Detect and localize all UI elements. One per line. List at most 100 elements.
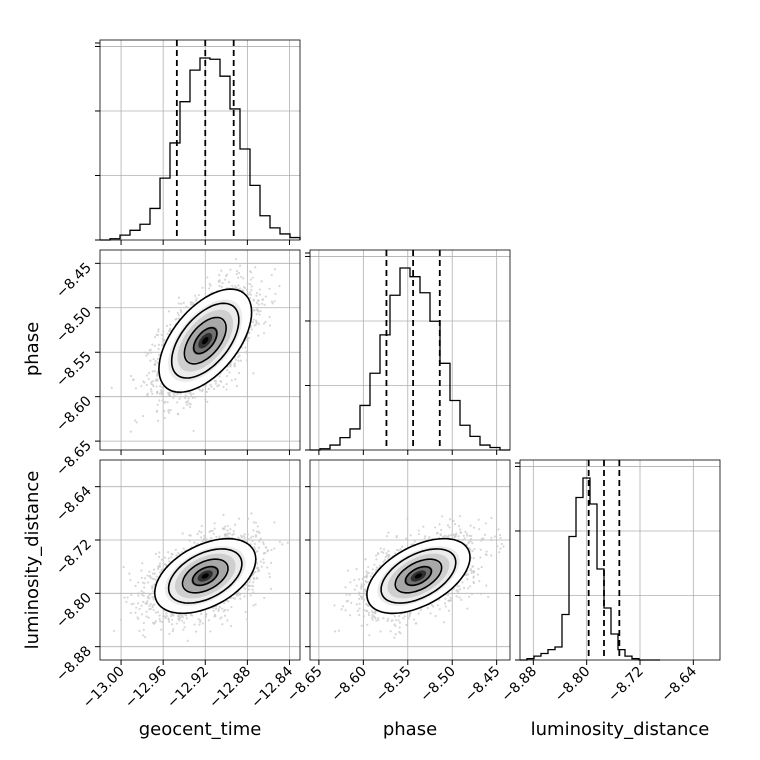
sample-point xyxy=(200,612,203,615)
sample-point xyxy=(251,588,254,591)
sample-point xyxy=(129,611,132,615)
sample-point xyxy=(246,336,249,339)
sample-point xyxy=(158,571,162,574)
sample-point xyxy=(223,602,226,605)
sample-point xyxy=(200,531,203,534)
sample-point xyxy=(211,529,214,533)
sample-point xyxy=(221,281,224,285)
sample-point xyxy=(147,377,150,381)
sample-point xyxy=(129,430,132,433)
sample-point xyxy=(151,392,154,395)
sample-point xyxy=(137,592,140,595)
sample-point xyxy=(234,378,237,381)
sample-point xyxy=(218,274,221,277)
sample-point xyxy=(179,616,182,619)
sample-point xyxy=(153,362,157,365)
sample-point xyxy=(158,551,161,554)
sample-point xyxy=(187,397,190,400)
sample-point xyxy=(244,346,247,349)
sample-point xyxy=(226,619,229,622)
sample-point xyxy=(151,343,154,346)
sample-point xyxy=(210,385,213,388)
sample-point xyxy=(185,617,188,620)
sample-point xyxy=(247,336,251,340)
sample-point xyxy=(188,539,191,542)
sample-point xyxy=(134,584,137,588)
sample-point xyxy=(256,525,259,528)
sample-point xyxy=(257,334,260,337)
sample-point xyxy=(213,527,216,530)
sample-point xyxy=(135,421,138,424)
sample-point xyxy=(190,303,193,306)
sample-point xyxy=(254,603,257,606)
sample-point xyxy=(155,385,158,388)
sample-point xyxy=(158,392,161,395)
sample-point xyxy=(257,546,261,549)
sample-point xyxy=(172,627,175,631)
sample-point xyxy=(249,271,253,274)
sample-point xyxy=(161,620,164,623)
density-panel-geocent-time-vs-phase xyxy=(110,258,281,433)
sample-point xyxy=(255,530,258,533)
sample-point xyxy=(227,281,231,284)
sample-point xyxy=(156,379,160,382)
sample-point xyxy=(193,541,196,544)
sample-point xyxy=(261,302,264,305)
sample-point xyxy=(140,604,143,607)
sample-point xyxy=(148,371,151,375)
sample-point xyxy=(191,614,194,617)
sample-point xyxy=(250,328,253,331)
x-tick-label-geocent-time: −12.88 xyxy=(206,664,254,712)
sample-point xyxy=(247,537,250,541)
sample-point xyxy=(137,617,140,620)
sample-point xyxy=(165,564,168,567)
sample-point xyxy=(250,288,253,292)
sample-point xyxy=(145,374,149,377)
sample-point xyxy=(147,616,150,619)
sample-point xyxy=(159,620,162,623)
sample-point xyxy=(176,392,179,396)
sample-point xyxy=(177,618,180,621)
sample-point xyxy=(157,330,160,333)
sample-point xyxy=(163,556,167,559)
sample-point xyxy=(174,318,177,321)
sample-point xyxy=(203,534,206,538)
sample-point xyxy=(207,387,210,391)
sample-point xyxy=(222,513,225,516)
sample-point xyxy=(214,380,218,383)
sample-point xyxy=(258,531,261,535)
sample-point xyxy=(205,538,208,541)
sample-point xyxy=(159,385,162,388)
sample-point xyxy=(212,532,215,535)
x-tick-label-luminosity-distance: −8.72 xyxy=(605,664,647,706)
sample-point xyxy=(142,591,145,594)
sample-point xyxy=(158,562,162,565)
sample-point xyxy=(153,369,156,373)
sample-point xyxy=(185,395,188,398)
sample-point xyxy=(160,393,163,396)
sample-point xyxy=(126,596,129,599)
sample-point xyxy=(164,616,167,620)
sample-point xyxy=(252,576,255,579)
contour-line xyxy=(170,302,240,379)
y-tick-label-luminosity-distance: −8.88 xyxy=(53,643,95,685)
sample-point xyxy=(189,392,193,395)
sample-point xyxy=(237,359,240,362)
sample-point xyxy=(169,409,172,412)
sample-point xyxy=(234,285,237,288)
sample-point xyxy=(257,303,260,306)
sample-point xyxy=(201,286,204,289)
sample-point xyxy=(200,524,203,528)
sample-point xyxy=(256,562,259,565)
sample-point xyxy=(145,610,148,613)
sample-point xyxy=(182,547,185,550)
sample-point xyxy=(246,583,249,586)
sample-point xyxy=(134,419,137,422)
sample-point xyxy=(262,322,266,325)
sample-point xyxy=(234,358,238,361)
sample-point xyxy=(286,541,289,544)
sample-point xyxy=(217,384,221,387)
sample-point xyxy=(149,348,152,351)
sample-point xyxy=(266,566,269,569)
sample-point xyxy=(198,530,201,533)
